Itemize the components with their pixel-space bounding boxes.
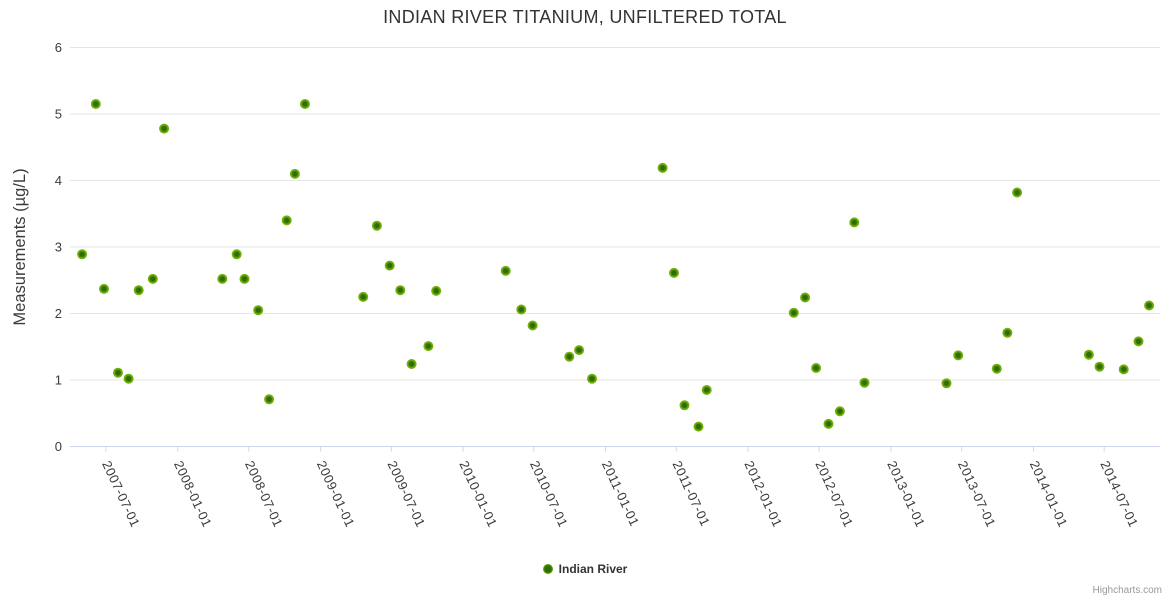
data-point[interactable]: [253, 305, 264, 316]
data-point[interactable]: [395, 285, 406, 296]
data-point[interactable]: [834, 406, 845, 417]
legend-marker-icon: [542, 564, 553, 574]
data-point[interactable]: [941, 378, 952, 389]
data-point[interactable]: [384, 260, 395, 271]
chart-title: INDIAN RIVER TITANIUM, UNFILTERED TOTAL: [383, 7, 787, 27]
legend: Indian River: [0, 562, 1170, 576]
x-tick-label: 2009-07-01: [385, 458, 429, 529]
data-point[interactable]: [406, 359, 417, 369]
data-point[interactable]: [693, 421, 704, 432]
data-point[interactable]: [1133, 336, 1144, 347]
data-point[interactable]: [1083, 349, 1094, 360]
data-point[interactable]: [516, 304, 527, 315]
data-point[interactable]: [147, 273, 158, 284]
x-tick-label: 2011-01-01: [599, 458, 642, 528]
data-point[interactable]: [123, 373, 134, 384]
data-point[interactable]: [669, 267, 679, 278]
data-point[interactable]: [239, 273, 250, 284]
x-tick-label: 2013-01-01: [884, 458, 928, 529]
data-point[interactable]: [527, 320, 538, 331]
y-axis-title: Measurements (µg/L): [11, 168, 29, 325]
data-point[interactable]: [217, 273, 228, 284]
data-point[interactable]: [133, 285, 144, 296]
data-point[interactable]: [371, 220, 382, 231]
x-tick-label: 2008-07-01: [242, 458, 286, 529]
data-point[interactable]: [1118, 364, 1129, 375]
data-point[interactable]: [859, 377, 870, 388]
x-tick-label: 2012-01-01: [741, 458, 785, 529]
data-point[interactable]: [264, 394, 275, 405]
x-tick-label: 2010-07-01: [527, 458, 571, 529]
data-point[interactable]: [289, 168, 300, 179]
y-tick-label: 3: [55, 240, 62, 255]
data-point[interactable]: [90, 99, 101, 109]
data-point[interactable]: [500, 265, 511, 276]
y-tick-label: 4: [55, 173, 62, 188]
y-tick-label: 2: [55, 306, 62, 321]
data-point[interactable]: [99, 283, 109, 294]
x-tick-label: 2013-07-01: [955, 458, 999, 529]
x-tick-label: 2007-07-01: [99, 458, 143, 529]
data-point[interactable]: [587, 373, 597, 384]
data-point[interactable]: [113, 367, 123, 378]
data-point[interactable]: [564, 351, 575, 362]
x-tick-label: 2014-07-01: [1097, 458, 1141, 529]
data-point[interactable]: [800, 292, 811, 303]
x-tick-label: 2012-07-01: [812, 458, 856, 529]
data-point[interactable]: [1012, 187, 1023, 198]
data-point[interactable]: [423, 341, 434, 352]
data-point[interactable]: [281, 215, 292, 226]
x-tick-label: 2010-01-01: [456, 458, 500, 529]
data-point[interactable]: [77, 249, 88, 260]
legend-item-indian-river[interactable]: Indian River: [542, 562, 628, 576]
data-point[interactable]: [1002, 327, 1013, 338]
data-point[interactable]: [300, 99, 310, 109]
x-tick-label: 2014-01-01: [1027, 458, 1071, 529]
data-point[interactable]: [358, 291, 369, 302]
legend-label: Indian River: [558, 562, 628, 576]
data-point[interactable]: [574, 345, 585, 356]
x-tick-label: 2009-01-01: [314, 458, 358, 529]
data-point[interactable]: [788, 307, 799, 318]
highcharts-credits-link[interactable]: Highcharts.com: [1092, 585, 1162, 596]
data-point[interactable]: [1094, 361, 1105, 372]
data-point[interactable]: [1144, 300, 1155, 311]
data-point[interactable]: [991, 363, 1002, 374]
data-point[interactable]: [431, 285, 442, 296]
data-point[interactable]: [231, 249, 242, 260]
data-point[interactable]: [657, 162, 668, 173]
x-tick-label: 2011-07-01: [670, 458, 713, 528]
y-tick-label: 0: [55, 439, 62, 454]
data-point[interactable]: [701, 385, 712, 395]
data-point[interactable]: [811, 363, 822, 373]
data-point[interactable]: [849, 217, 860, 228]
y-tick-label: 1: [55, 373, 62, 388]
data-point[interactable]: [679, 400, 690, 411]
data-point[interactable]: [823, 418, 834, 429]
y-tick-label: 6: [55, 40, 62, 55]
x-tick-label: 2008-01-01: [171, 458, 215, 529]
data-point[interactable]: [159, 123, 170, 134]
data-point[interactable]: [953, 350, 964, 361]
y-tick-label: 5: [55, 107, 62, 122]
